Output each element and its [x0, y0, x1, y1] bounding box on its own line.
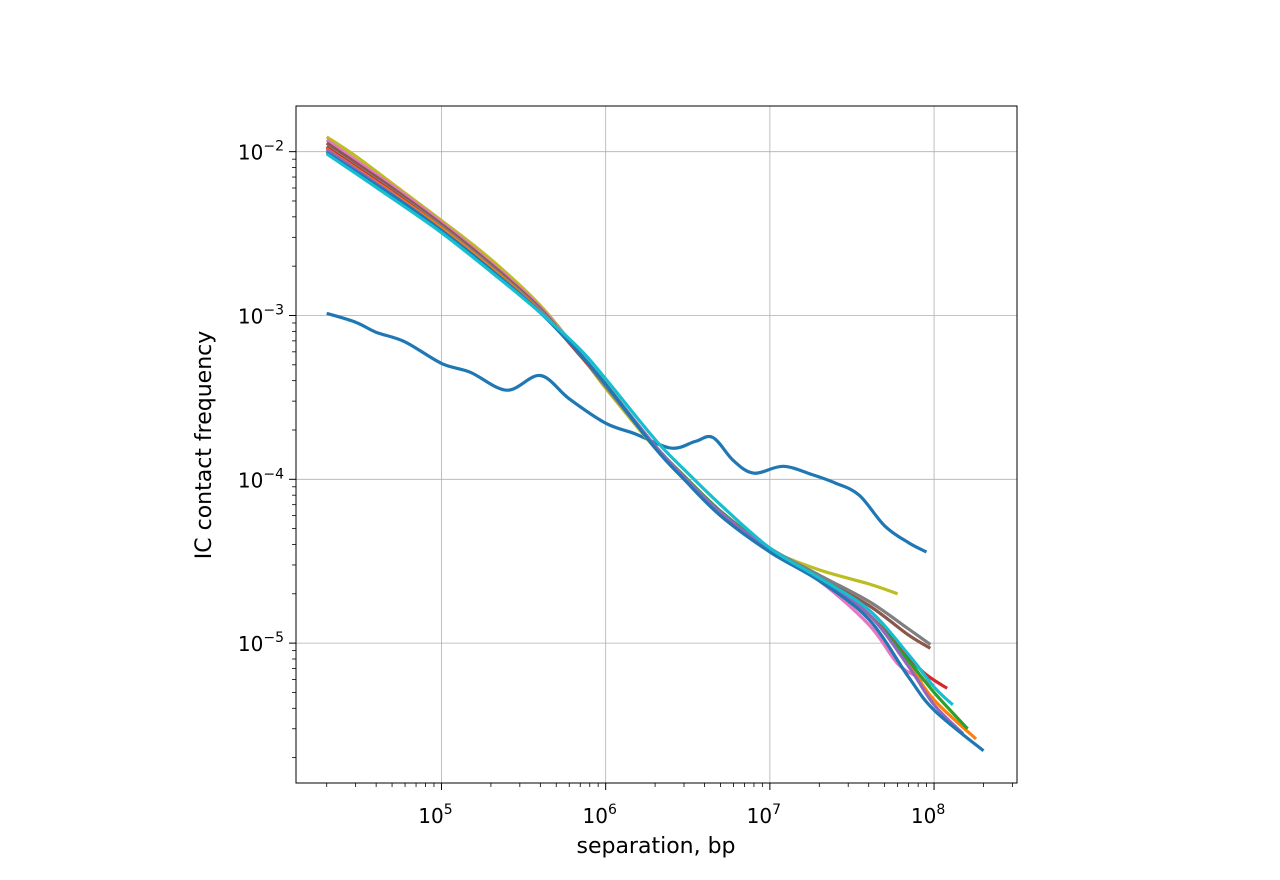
x-axis-label: separation, bp	[576, 834, 735, 859]
series-layer	[325, 135, 985, 753]
y-tick-label: 10−3	[238, 302, 284, 328]
series-line-11	[325, 152, 954, 706]
series-line-1	[326, 311, 928, 554]
x-tick-label: 108	[911, 802, 945, 828]
y-tick-label: 10−4	[238, 466, 284, 492]
x-tick-label: 107	[747, 802, 781, 828]
y-tick-label: 10−5	[238, 630, 284, 656]
y-tick-label: 10−2	[238, 139, 284, 165]
y-axis-label: IC contact frequency	[192, 331, 217, 560]
ticks: 105 106 107 108 10−2 10−3 10−4 10−5	[238, 139, 1013, 828]
plot-frame	[295, 105, 1018, 784]
series-line-10	[325, 151, 985, 753]
x-tick-label: 105	[418, 802, 452, 828]
x-tick-label: 106	[582, 802, 616, 828]
